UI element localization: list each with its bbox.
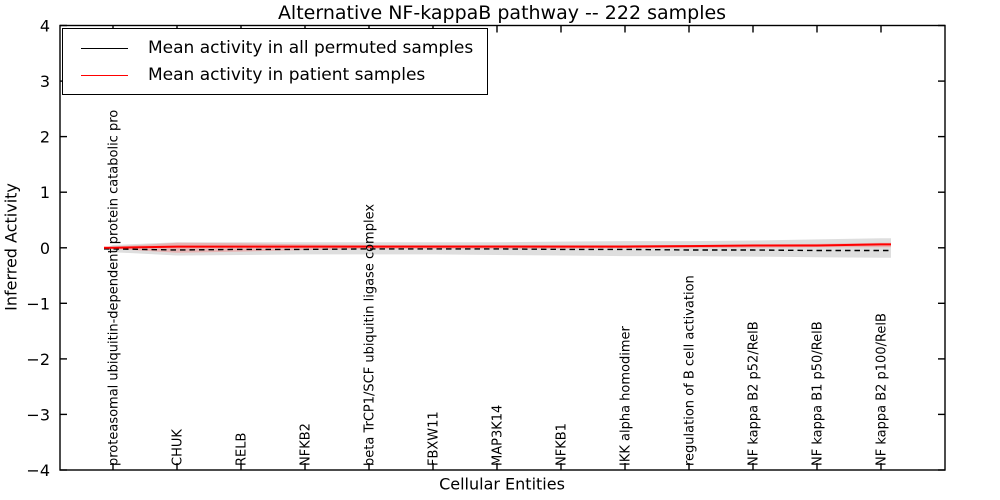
legend-line-sample-black <box>81 47 128 49</box>
y-tick-label: −1 <box>26 294 50 313</box>
y-axis-label: Inferred Activity <box>1 183 21 311</box>
entity-label: NF kappa B2 p52/RelB <box>747 321 762 466</box>
entity-label: CHUK <box>171 429 186 466</box>
y-tick-label: 0 <box>40 239 50 258</box>
entity-label: IKK alpha homodimer <box>619 325 634 466</box>
legend-label-permuted: Mean activity in all permuted samples <box>148 38 474 58</box>
entity-label: regulation of B cell activation <box>683 275 698 466</box>
legend: Mean activity in all permuted samples Me… <box>62 28 489 95</box>
entity-label: NFKB1 <box>555 423 570 466</box>
entity-label: NF kappa B2 p100/RelB <box>875 313 890 466</box>
entity-label: proteasomal ubiquitin-dependent protein … <box>107 110 122 466</box>
x-axis-label: Cellular Entities <box>439 474 565 494</box>
series-line-0 <box>104 248 891 252</box>
entity-label: MAP3K14 <box>491 405 506 466</box>
y-tick-label: −3 <box>26 405 50 424</box>
y-tick-label: −2 <box>26 350 50 369</box>
legend-line-sample-red <box>81 74 128 76</box>
entity-label: FBXW11 <box>427 411 442 466</box>
entity-label: beta TrCP1/SCF ubiquitin ligase complex <box>363 204 378 466</box>
y-tick-label: 3 <box>40 72 50 91</box>
y-tick-label: 1 <box>40 183 50 202</box>
y-tick-label: −4 <box>26 461 50 480</box>
chart-title: Alternative NF-kappaB pathway -- 222 sam… <box>277 2 727 24</box>
entity-label: RELB <box>235 433 250 466</box>
entity-label: NF kappa B1 p50/RelB <box>811 321 826 466</box>
legend-item-permuted: Mean activity in all permuted samples <box>73 38 473 58</box>
y-tick-label: 4 <box>40 17 50 36</box>
series-line-1 <box>104 243 891 249</box>
entity-label: NFKB2 <box>299 423 314 466</box>
legend-label-patient: Mean activity in patient samples <box>148 65 426 85</box>
y-tick-label: 2 <box>40 128 50 147</box>
series-band-0 <box>104 238 891 258</box>
legend-item-patient: Mean activity in patient samples <box>73 65 473 85</box>
